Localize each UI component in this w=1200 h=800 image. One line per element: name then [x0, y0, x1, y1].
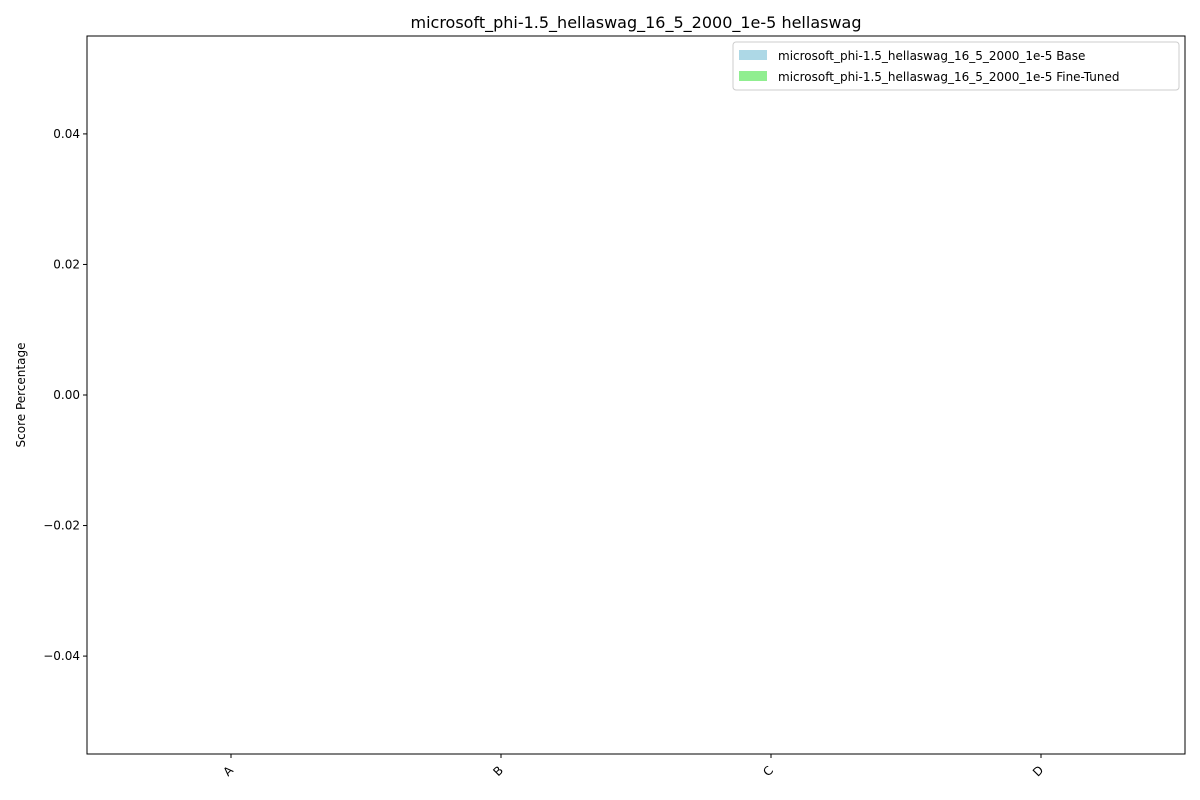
legend: microsoft_phi-1.5_hellaswag_16_5_2000_1e… [732, 41, 1180, 91]
legend-label-fine-tuned: microsoft_phi-1.5_hellaswag_16_5_2000_1e… [778, 70, 1120, 84]
chart-title: microsoft_phi-1.5_hellaswag_16_5_2000_1e… [411, 13, 862, 33]
x-axis-ticks: A B C D [220, 754, 1046, 779]
legend-swatch-fine-tuned [739, 71, 767, 81]
y-tick-label: 0.00 [53, 388, 80, 402]
y-tick-label: 0.02 [53, 257, 80, 271]
y-tick-label: −0.02 [43, 519, 80, 533]
x-tick-label: D [1030, 763, 1046, 779]
x-tick-label: C [760, 763, 776, 779]
x-tick-label: B [490, 763, 506, 779]
y-tick-label: −0.04 [43, 649, 80, 663]
legend-swatch-base [739, 50, 767, 60]
y-axis-ticks: 0.04 0.02 0.00 −0.02 −0.04 [43, 127, 87, 663]
legend-label-base: microsoft_phi-1.5_hellaswag_16_5_2000_1e… [778, 49, 1085, 63]
plot-area-frame [86, 35, 1186, 755]
y-tick-label: 0.04 [53, 127, 80, 141]
legend-box [732, 41, 1180, 91]
x-tick-label: A [220, 763, 236, 779]
y-axis-label: Score Percentage [14, 343, 28, 448]
